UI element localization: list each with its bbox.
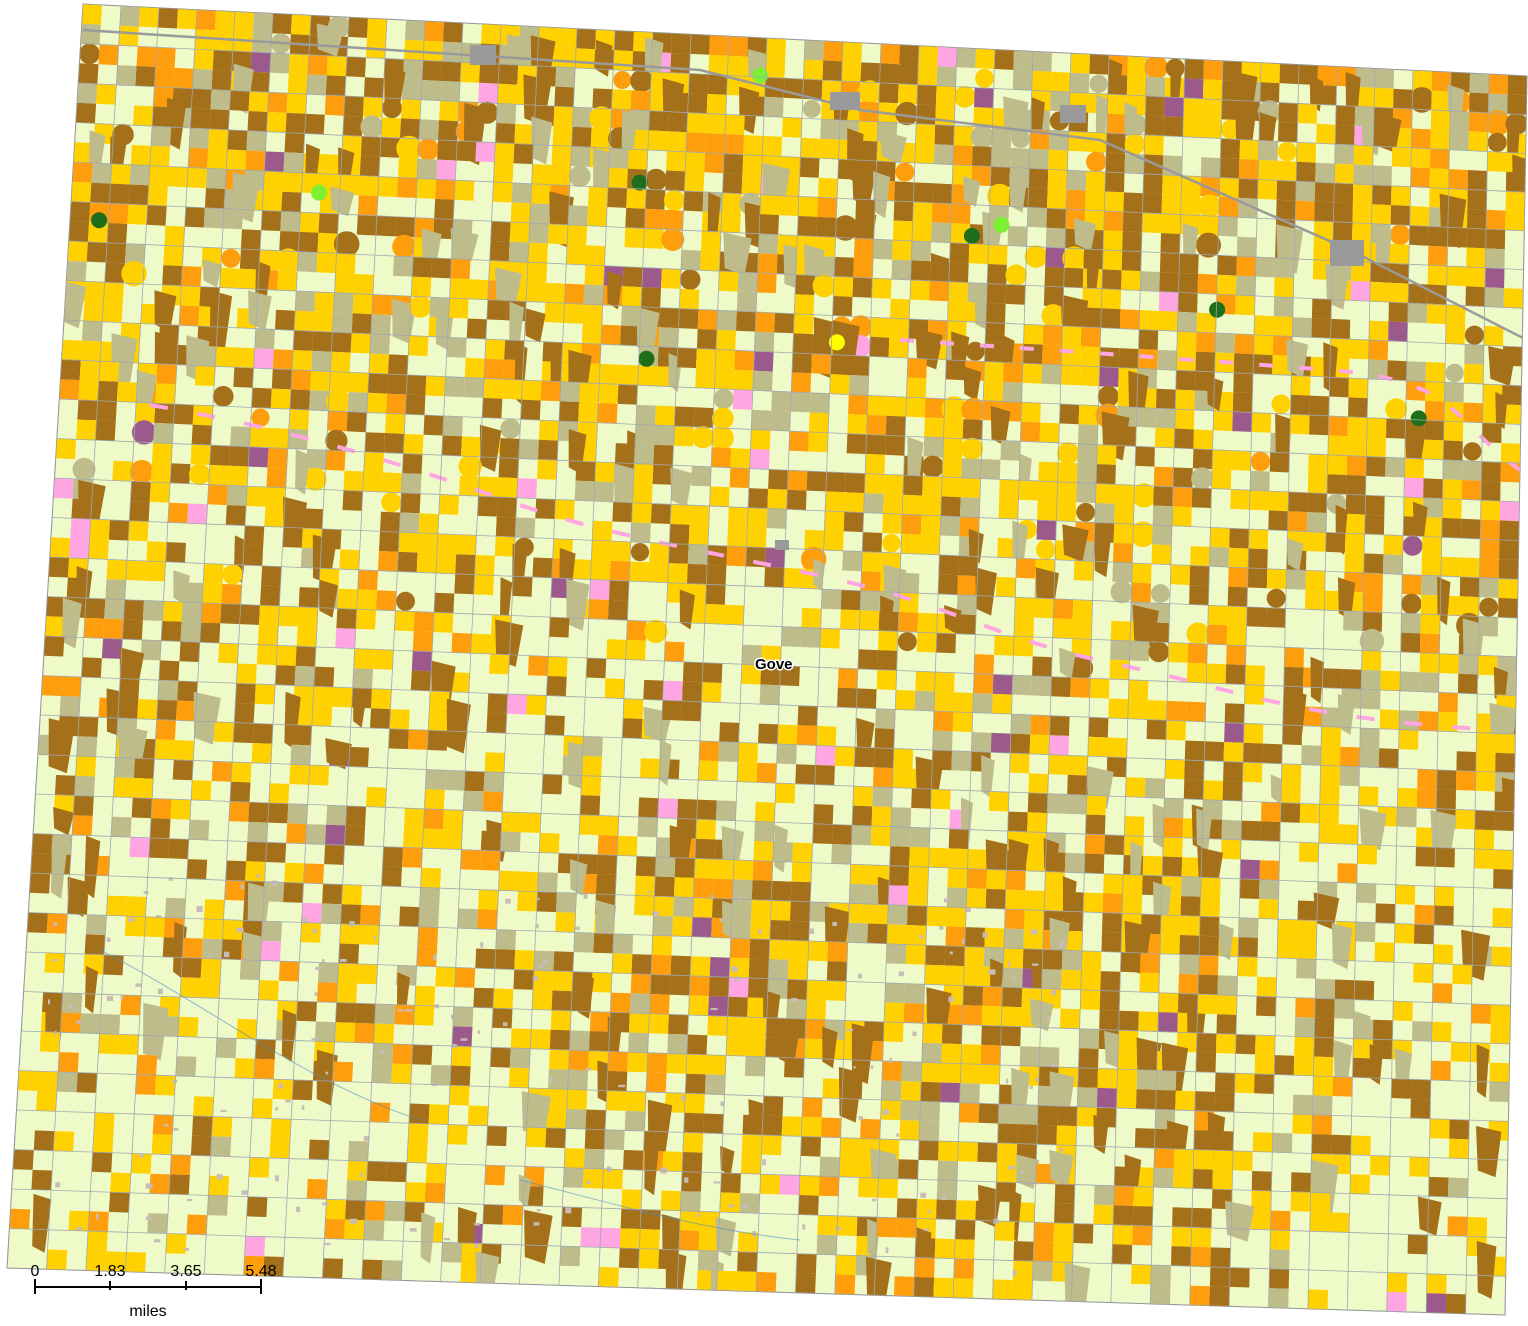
scale-label-1: 1.83	[94, 1263, 125, 1280]
place-label-gove: Gove	[755, 656, 793, 673]
scale-label-2: 3.65	[170, 1263, 201, 1280]
crop-fields	[9, 4, 1527, 1315]
scale-label-0: 0	[31, 1263, 40, 1280]
scale-tick-3	[260, 1279, 262, 1294]
scale-tick-2	[185, 1281, 187, 1290]
developed-areas	[470, 45, 1364, 550]
road-grid	[7, 4, 1527, 1315]
scale-tick-1	[109, 1281, 111, 1290]
scale-tick-0	[34, 1279, 36, 1294]
scale-label-3: 5.48	[245, 1263, 276, 1280]
scale-unit-label: miles	[129, 1303, 166, 1320]
scale-bar: 0 1.83 3.65 5.48 miles	[31, 1263, 277, 1320]
